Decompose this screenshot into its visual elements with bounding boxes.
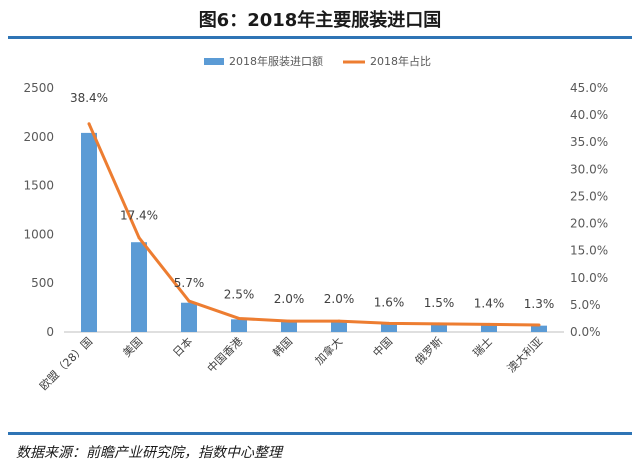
data-label: 2.5% (224, 287, 255, 301)
y-left-tick-label: 0 (46, 325, 54, 339)
data-label: 38.4% (70, 91, 108, 105)
y-left-tick-label: 1000 (23, 227, 54, 241)
data-label: 1.4% (474, 296, 505, 310)
data-label: 1.5% (424, 296, 455, 310)
combo-chart: 2018年服装进口额 2018年占比 050010001500200025000… (23, 54, 608, 393)
bar (531, 325, 547, 332)
y-left-tick-label: 500 (31, 276, 54, 290)
line-point (387, 321, 391, 325)
data-label: 1.6% (374, 295, 405, 309)
data-label: 5.7% (174, 276, 205, 290)
y-left-tick-label: 2000 (23, 130, 54, 144)
line-point (237, 316, 241, 320)
x-tick-label: 澳大利亚 (504, 334, 545, 375)
y-right-tick-label: 20.0% (570, 217, 608, 231)
x-tick-label: 瑞士 (470, 334, 495, 359)
x-tick-label: 韩国 (270, 334, 295, 359)
line-point (187, 299, 191, 303)
bar-series (81, 132, 547, 332)
y-left-tick-label: 2500 (23, 81, 54, 95)
legend: 2018年服装进口额 2018年占比 (204, 54, 431, 68)
line-point (287, 319, 291, 323)
axes: 0 500 1000 1500 2000 2500 0.0% 5.0% 10.0% 15.0% 20… (23, 81, 608, 393)
y-right-tick-label: 45.0% (570, 81, 608, 95)
y-right-tick-label: 30.0% (570, 162, 608, 176)
legend-swatch-bar (204, 58, 224, 65)
data-label: 2.0% (324, 292, 355, 306)
line-point (537, 323, 541, 327)
line-point (137, 236, 141, 240)
bar (131, 242, 147, 332)
line-point (337, 319, 341, 323)
bar (331, 322, 347, 332)
y-right-tick-label: 5.0% (570, 298, 601, 312)
x-tick-label: 俄罗斯 (413, 335, 446, 368)
bar (481, 325, 497, 332)
x-tick-label: 美国 (120, 335, 145, 360)
share-line (87, 123, 540, 327)
line-point (437, 322, 441, 326)
bar (431, 324, 447, 332)
legend-label-line: 2018年占比 (370, 54, 431, 68)
y-right-tick-label: 15.0% (570, 244, 608, 258)
legend-label-bar: 2018年服装进口额 (229, 54, 323, 68)
bar (231, 319, 247, 332)
y-right-tick-label: 40.0% (570, 108, 608, 122)
title-divider (8, 36, 632, 39)
y-right-tick-label: 25.0% (570, 189, 608, 203)
x-tick-label: 加拿大 (312, 334, 345, 367)
x-tick-label: 日本 (170, 334, 195, 359)
y-right-tick-label: 35.0% (570, 135, 608, 149)
line-series (87, 122, 541, 327)
bar (81, 132, 97, 332)
y-left-tick-label: 1500 (23, 179, 54, 193)
data-label: 17.4% (120, 209, 158, 223)
x-tick-label: 欧盟（28）国 (37, 335, 95, 393)
bar (381, 324, 397, 332)
line-point (487, 322, 491, 326)
line-point (87, 122, 91, 126)
x-tick-label: 中国 (370, 335, 395, 360)
x-tick-label: 中国香港 (205, 335, 245, 375)
source-note: 数据来源：前瞻产业研究院，指数中心整理 (16, 445, 282, 461)
data-labels: 38.4% 17.4% 5.7% 2.5% 2.0% 2.0% 1.6% 1.5% 1.4% 1.… (70, 91, 554, 311)
footer-divider (8, 432, 632, 435)
y-right-tick-label: 10.0% (570, 271, 608, 285)
bar (181, 302, 197, 332)
bar (281, 321, 297, 332)
data-label: 2.0% (274, 292, 305, 306)
y-right-tick-label: 0.0% (570, 325, 601, 339)
page-title: 图6：2018年主要服装进口国 (198, 10, 442, 31)
data-label: 1.3% (524, 297, 555, 311)
